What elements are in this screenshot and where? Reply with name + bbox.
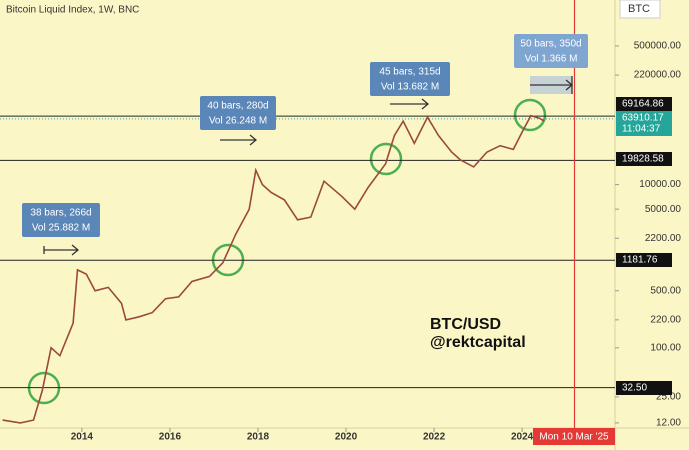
level-label: 1181.76 xyxy=(622,255,658,266)
annotation-volume: Vol 13.682 M xyxy=(381,82,439,93)
x-tick-label: 2014 xyxy=(71,432,94,443)
current-price-box xyxy=(616,111,672,136)
watermark-symbol: BTC/USD xyxy=(430,316,501,333)
countdown: 11:04:37 xyxy=(622,124,661,135)
y-tick-label: 220.00 xyxy=(650,314,681,325)
x-tick-label: 2024 xyxy=(511,432,534,443)
annotation-volume: Vol 25.882 M xyxy=(32,223,90,234)
y-tick-label: 12.00 xyxy=(656,418,681,429)
level-label-box xyxy=(616,152,672,166)
annotation-box xyxy=(200,96,276,130)
annotation-box xyxy=(22,203,100,237)
level-label: 32.50 xyxy=(622,383,647,394)
y-tick-label: 100.00 xyxy=(650,342,681,353)
annotation-bars: 40 bars, 280d xyxy=(207,101,268,112)
annotation-bars: 38 bars, 266d xyxy=(30,208,91,219)
y-tick-label: 220000.00 xyxy=(634,70,682,81)
level-label: 69164.86 xyxy=(622,99,664,110)
annotation-box xyxy=(370,62,450,96)
y-tick-label: 10000.00 xyxy=(639,179,681,190)
arrows xyxy=(43,76,574,256)
x-tick-label: 2016 xyxy=(159,432,182,443)
annotation-volume: Vol 1.366 M xyxy=(525,54,578,65)
level-label-box xyxy=(616,253,672,267)
price-line xyxy=(2,114,545,424)
x-tick-label: 2022 xyxy=(423,432,446,443)
y-tick-label: 500.00 xyxy=(650,285,681,296)
date-marker-label: Mon 10 Mar '25 xyxy=(539,432,609,443)
symbol-box xyxy=(619,0,661,19)
highlight-circle xyxy=(369,142,403,176)
annotation-volume: Vol 26.248 M xyxy=(209,116,267,127)
current-price-label: 63910.17 xyxy=(622,113,664,124)
y-tick-label: 500000.00 xyxy=(634,41,682,52)
annotation-bars: 50 bars, 350d xyxy=(520,39,581,50)
level-label-box xyxy=(616,381,672,395)
y-tick-label: 2200.00 xyxy=(645,233,682,244)
y-tick-label: 5000.00 xyxy=(645,204,682,215)
annotation-bars: 45 bars, 315d xyxy=(379,67,440,78)
x-tick-label: 2020 xyxy=(335,432,358,443)
level-label-box xyxy=(616,97,672,111)
watermark-author: @rektcapital xyxy=(430,334,526,351)
highlight-circle xyxy=(513,98,547,132)
annotation-box xyxy=(514,34,588,68)
x-tick-label: 2018 xyxy=(247,432,270,443)
chart-title: Bitcoin Liquid Index, 1W, BNC xyxy=(6,5,139,16)
date-marker-box xyxy=(533,428,615,445)
level-label: 19828.58 xyxy=(622,154,664,165)
symbol: BTC xyxy=(628,3,650,15)
y-tick-label: 25.00 xyxy=(656,392,681,403)
